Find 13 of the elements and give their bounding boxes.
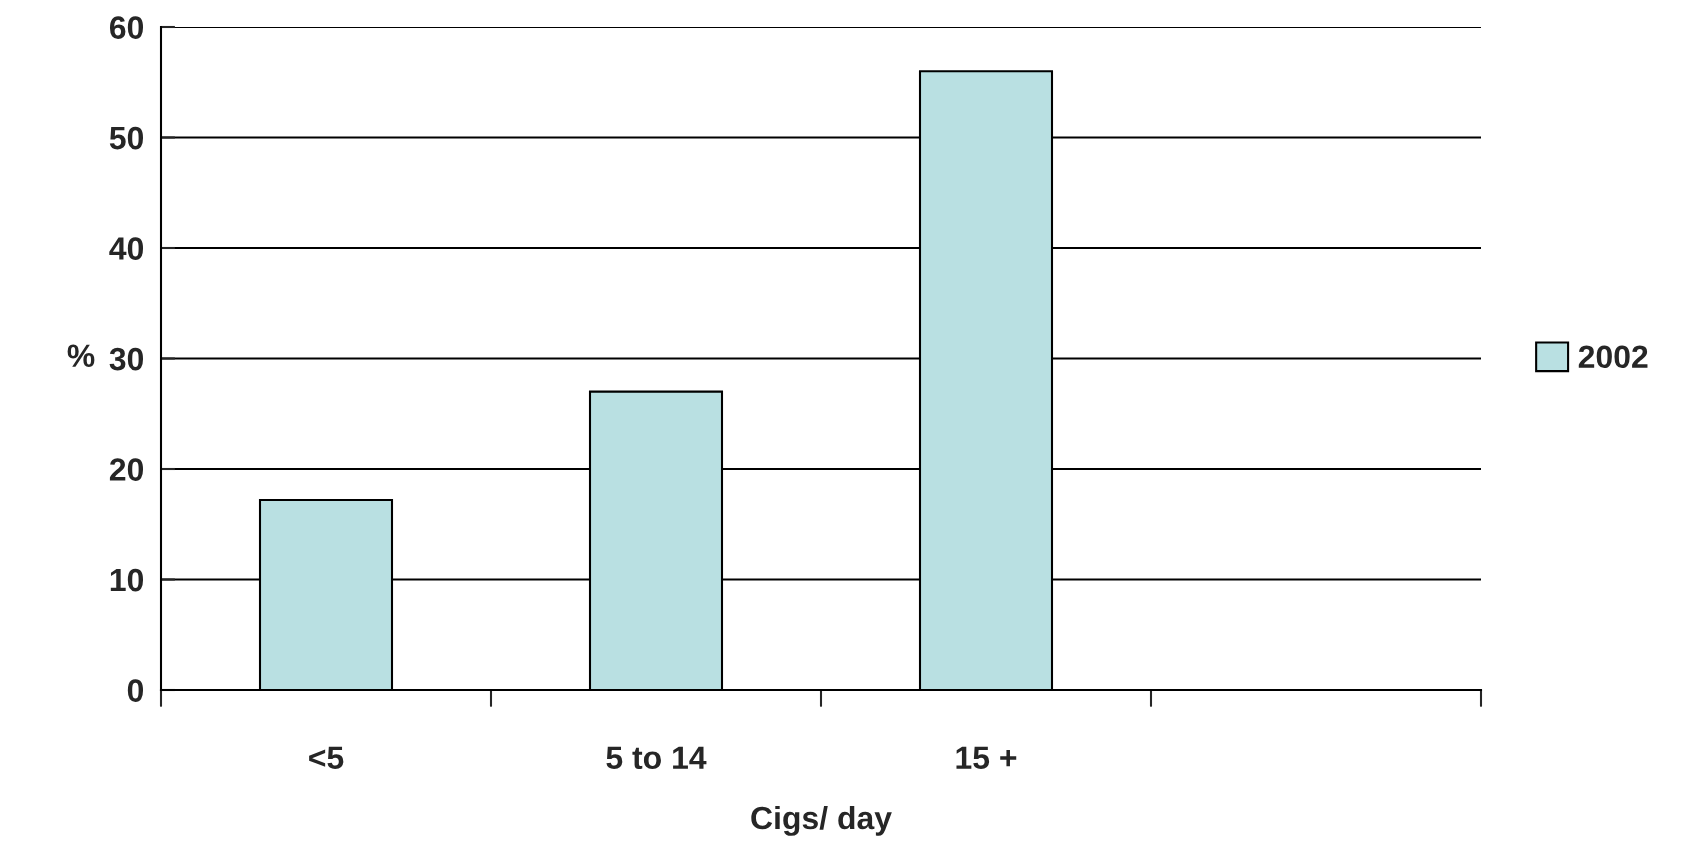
legend-label: 2002 [1578, 345, 1648, 369]
x-axis-title: Cigs/ day [751, 805, 892, 836]
y-tick-label: 40 [109, 237, 144, 260]
y-tick-label: 10 [110, 568, 144, 592]
x-tick-label: 15 + [956, 746, 1017, 770]
y-tick-label: 0 [127, 679, 144, 702]
y-tick-label: 20 [109, 458, 144, 481]
x-tick-label: 5 to 14 [606, 746, 707, 770]
y-tick-label: 60 [109, 16, 144, 39]
x-tick-label: <5 [309, 746, 344, 770]
y-tick-label: 50 [109, 126, 144, 150]
y-tick-label: 30 [109, 347, 144, 371]
y-axis-title: % [67, 344, 95, 368]
